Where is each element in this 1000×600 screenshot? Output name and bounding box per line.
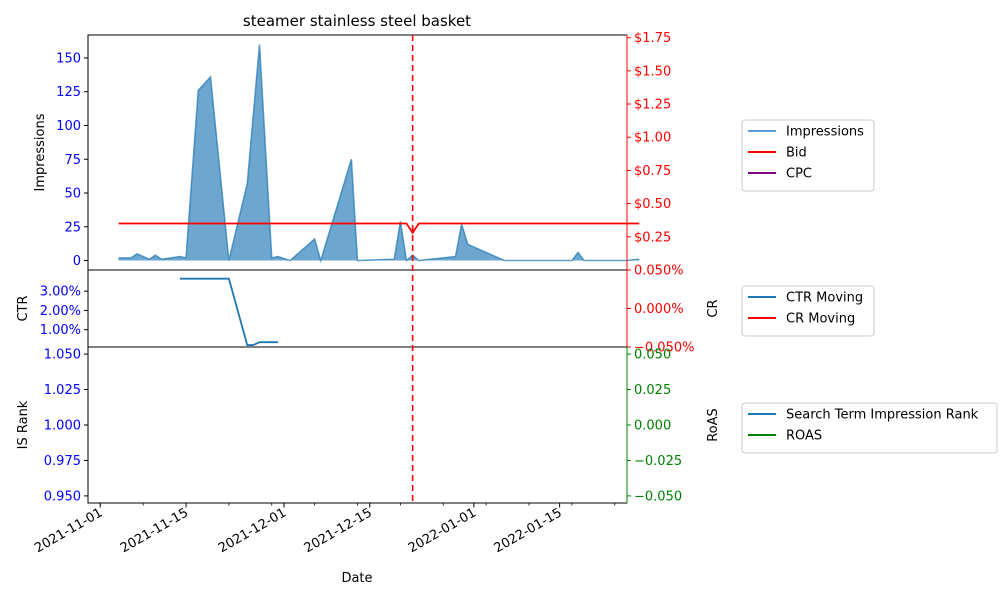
- x-tick-label: 2021-11-15: [118, 505, 191, 556]
- left-tick-label: 0.950: [44, 489, 81, 504]
- x-axis: 2021-11-01 2021-11-15 2021-12-01 2021-12-15…: [32, 503, 616, 556]
- right-tick-label: $1.75: [634, 31, 671, 46]
- left-tick-label: 25: [64, 220, 81, 235]
- left-tick-label: 1.00%: [40, 323, 81, 338]
- x-tick-label: 2022-01-01: [406, 505, 479, 556]
- legend-box: [741, 402, 998, 454]
- x-tick-label: 2022-01-15: [492, 505, 565, 556]
- series-line: [179, 277, 278, 346]
- series-bid: [118, 222, 640, 235]
- panels: 0 25 50 75 100 125 150 $0.25 $0.50 $0.75 $1.00 $1.2…: [16, 31, 721, 504]
- right-tick-label: 0.025: [634, 383, 671, 398]
- left-tick-label: 0: [73, 254, 81, 269]
- right-tick-label: 0.000%: [634, 302, 684, 317]
- right-tick-label: $0.25: [634, 230, 671, 245]
- area-fill: [118, 44, 640, 261]
- left-tick-label: 75: [64, 153, 81, 168]
- panel-top: 0 25 50 75 100 125 150 $0.25 $0.50 $0.75 $1.00 $1.2…: [33, 31, 671, 271]
- panel-middle: 1.00% 2.00% 3.00% −0.050% 0.000% 0.050% CTR CR: [16, 264, 721, 356]
- series-impressions: [118, 44, 640, 264]
- legends: Impressions Bid CPC CTR Moving CR Moving Sear…: [741, 119, 998, 454]
- legend-label: Bid: [786, 146, 807, 161]
- legend-label: CPC: [786, 167, 812, 182]
- x-tick-label: 2021-12-01: [216, 505, 289, 556]
- left-tick-label: 1.050: [44, 348, 81, 363]
- left-tick-label: 0.975: [44, 454, 81, 469]
- panel-frame: [87, 34, 628, 271]
- legend-box: [741, 285, 875, 337]
- left-tick-label: 2.00%: [40, 304, 81, 319]
- right-tick-label: 0.050: [634, 348, 671, 363]
- panel-frame: [87, 346, 628, 504]
- right-tick-label: 0.000: [634, 419, 671, 434]
- left-axis-label: Impressions: [33, 113, 48, 191]
- right-tick-label: $1.50: [634, 64, 671, 79]
- right-tick-label: $1.25: [634, 98, 671, 113]
- legend-top: Impressions Bid CPC: [741, 119, 875, 192]
- left-tick-label: 125: [56, 85, 81, 100]
- left-tick-label: 150: [56, 51, 81, 66]
- right-axis-label: CR: [706, 299, 721, 317]
- right-axis-label: RoAS: [706, 408, 721, 442]
- series-ctr-moving: [179, 277, 278, 346]
- x-tick-label: 2021-12-15: [302, 505, 375, 556]
- right-tick-label: −0.050%: [634, 341, 694, 356]
- legend-label: ROAS: [786, 429, 822, 444]
- left-tick-label: 1.000: [44, 419, 81, 434]
- chart-title: steamer stainless steel basket: [243, 12, 471, 30]
- area-line: [118, 44, 640, 264]
- right-tick-label: $0.75: [634, 164, 671, 179]
- legend-bottom: Search Term Impression Rank ROAS: [741, 402, 998, 454]
- panel-frame: [87, 269, 628, 348]
- legend-label: CR Moving: [786, 312, 855, 327]
- left-tick-label: 50: [64, 187, 81, 202]
- right-tick-label: −0.050: [634, 489, 682, 504]
- right-tick-label: $1.00: [634, 131, 671, 146]
- right-tick-label: −0.025: [634, 454, 682, 469]
- right-tick-label: $0.50: [634, 197, 671, 212]
- x-axis-label: Date: [341, 571, 372, 586]
- x-tick-label: 2021-11-01: [32, 505, 105, 556]
- left-tick-label: 3.00%: [40, 285, 81, 300]
- left-tick-label: 1.025: [44, 383, 81, 398]
- left-tick-label: 100: [56, 119, 81, 134]
- legend-label: CTR Moving: [786, 291, 863, 306]
- legend-middle: CTR Moving CR Moving: [741, 285, 875, 337]
- right-tick-label: 0.050%: [634, 264, 684, 279]
- legend-label: Impressions: [786, 125, 864, 140]
- legend-label: Search Term Impression Rank: [786, 408, 979, 423]
- left-axis-label: CTR: [16, 295, 31, 321]
- series-line: [118, 222, 640, 235]
- left-axis-label: IS Rank: [16, 400, 31, 449]
- panel-bottom: 0.950 0.975 1.000 1.025 1.050 −0.050 −0.025 0.0…: [16, 346, 721, 504]
